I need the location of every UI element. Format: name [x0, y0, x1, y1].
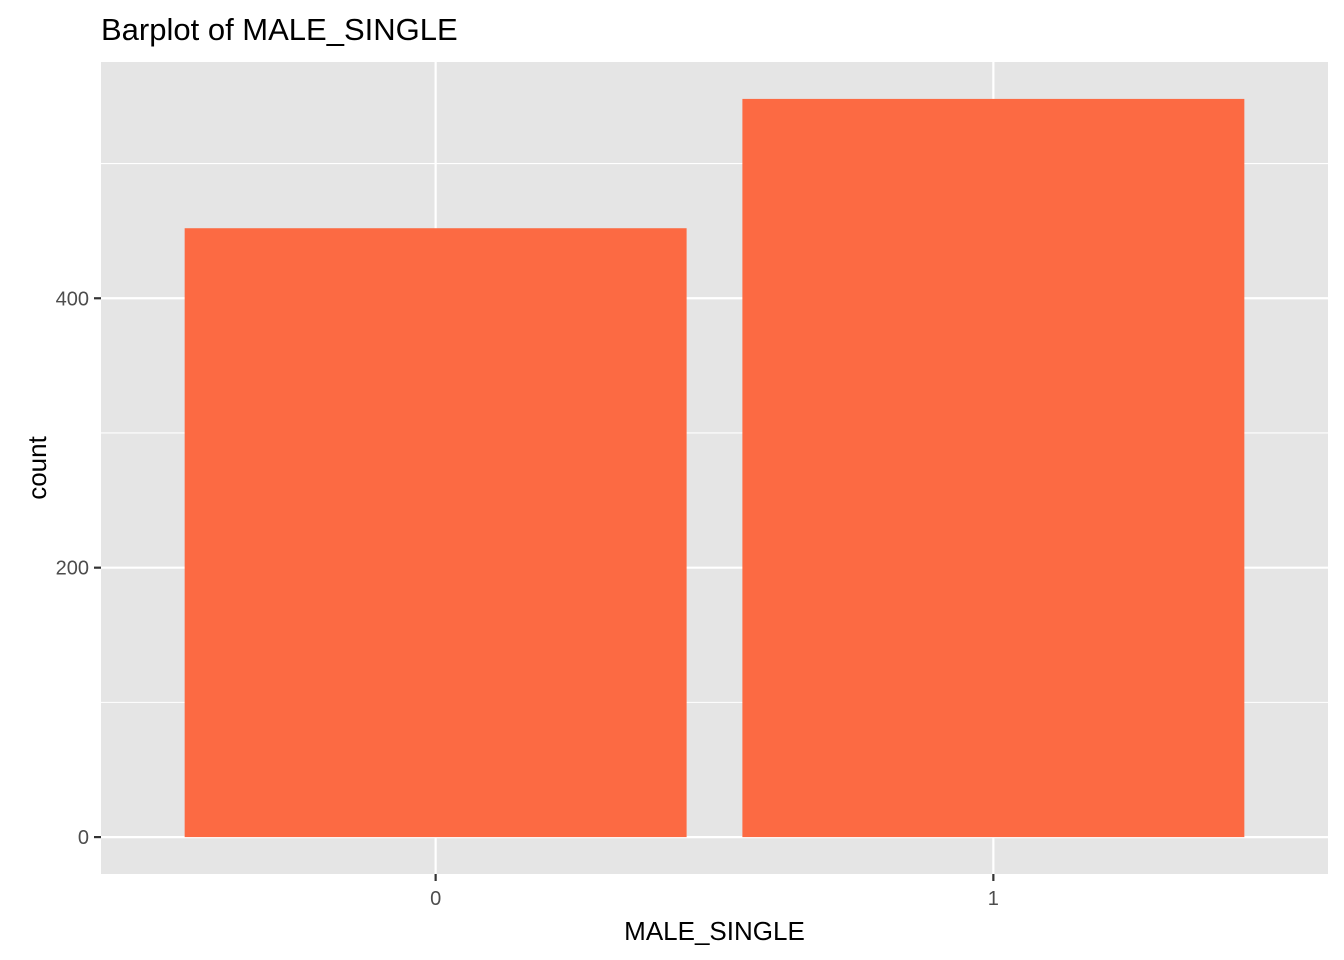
y-axis: 0 200 400: [56, 288, 101, 849]
x-axis-title: MALE_SINGLE: [624, 916, 805, 946]
x-tick-label: 1: [988, 888, 999, 910]
y-axis-title: count: [22, 435, 52, 499]
y-tick-label: 400: [56, 288, 89, 310]
y-tick-label: 200: [56, 558, 89, 580]
chart-title: Barplot of MALE_SINGLE: [101, 12, 458, 47]
y-tick-label: 0: [78, 827, 89, 849]
x-tick-label: 0: [430, 888, 441, 910]
bar-1: [742, 98, 1245, 838]
bars: [184, 98, 1245, 838]
bar-0: [184, 228, 687, 838]
